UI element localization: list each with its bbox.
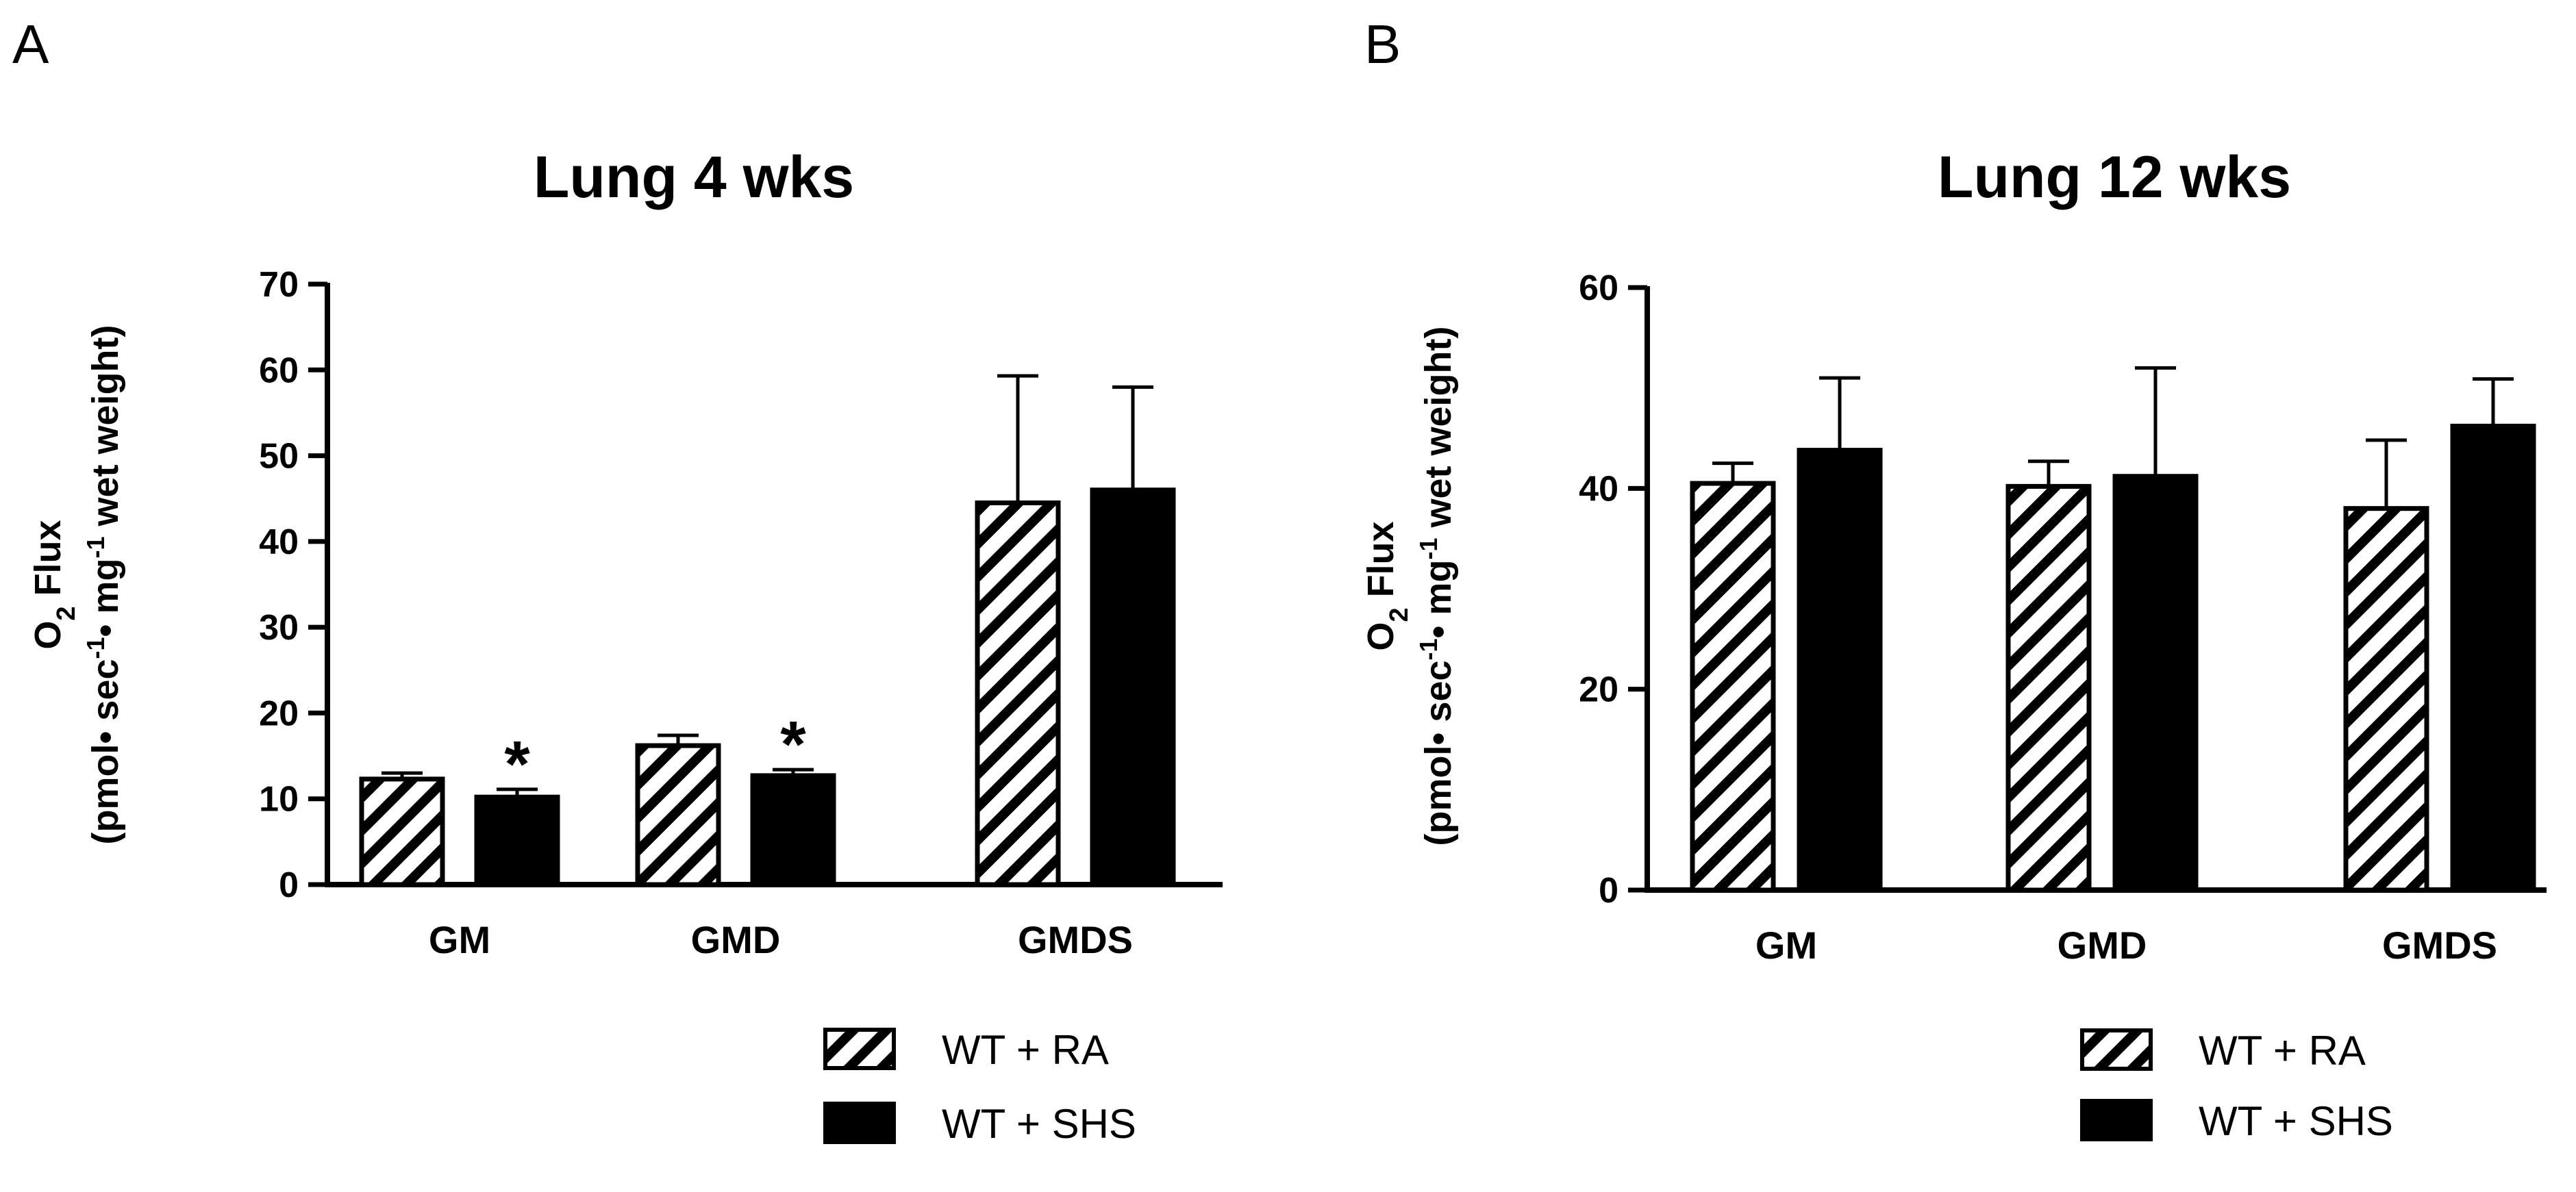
panel-b-plot: 0 20 40 60 GM GMD GMDS: [1579, 268, 2547, 967]
category-label: GM: [429, 918, 490, 961]
legend-label: WT + RA: [2199, 1028, 2366, 1074]
bar-wt-ra-gm: [1690, 481, 1776, 893]
label-part: wet weight): [85, 325, 126, 537]
y-tick-label: 40: [259, 522, 299, 562]
category-label: GMDS: [1018, 918, 1133, 961]
legend-label: WT + RA: [942, 1027, 1109, 1073]
y-tick-label: 10: [259, 780, 299, 820]
y-tick-label: 70: [259, 265, 299, 305]
y-tick-label: 20: [1579, 670, 1618, 710]
label-part: wet weight): [1418, 327, 1459, 538]
y-tick-label: 20: [259, 694, 299, 733]
legend-label: WT + SHS: [942, 1101, 1136, 1147]
y-axis-label-line1: O2 Flux: [27, 520, 81, 649]
label-part: • mg: [1418, 560, 1459, 639]
panel-a-title: Lung 4 wks: [534, 144, 854, 210]
y-axis-label-line1: O2 Flux: [1360, 521, 1414, 650]
category-label: GM: [1755, 924, 1817, 967]
significance-marker: *: [504, 728, 530, 801]
superscript: -1: [82, 537, 110, 559]
panel-a-letter: A: [12, 14, 49, 75]
category-label: GMD: [691, 918, 781, 961]
legend-swatch-wt-ra: [2080, 1028, 2153, 1071]
bar-wt-shs-gm: [474, 794, 560, 887]
y-tick-label: 40: [1579, 469, 1618, 509]
bar-wt-shs-gmd: [750, 773, 836, 887]
legend-swatch-wt-ra: [823, 1028, 896, 1070]
panel-b: B Lung 12 wks O2 Flux(pmol• sec-1• mg-1 …: [1360, 14, 2547, 1144]
bar-wt-ra-gm: [359, 776, 445, 887]
y-axis-label-line2: (pmol• sec-1• mg-1 wet weight): [1414, 327, 1460, 846]
legend-swatch-wt-shs: [823, 1102, 896, 1144]
panel-a-plot: 0 10 20 30 40 50 60 70 * GM * GMD GMDS: [259, 265, 1223, 961]
label-part: • mg: [85, 559, 126, 637]
bar-wt-shs-gmd: [2112, 474, 2199, 893]
panel-b-y-axis-label: O2 Flux(pmol• sec-1• mg-1 wet weight): [1360, 327, 1459, 846]
category-label: GMDS: [2382, 924, 2497, 967]
y-tick-label: 0: [1599, 871, 1618, 911]
panel-b-letter: B: [1364, 14, 1401, 75]
significance-marker: *: [780, 708, 806, 781]
subscript: 2: [52, 606, 81, 620]
legend-label: WT + SHS: [2199, 1098, 2393, 1144]
superscript: -1: [82, 637, 110, 659]
bar-wt-shs-gmds: [2450, 423, 2536, 893]
label-rest: Flux: [1360, 521, 1401, 607]
superscript: -1: [1414, 538, 1442, 560]
panel-a-y-axis-label: O2 Flux(pmol• sec-1• mg-1 wet weight): [27, 325, 126, 845]
panel-b-legend: WT + RA WT + SHS: [2080, 1028, 2393, 1144]
label-part: (pmol• sec: [1418, 660, 1459, 846]
bar-wt-ra-gmd: [2005, 483, 2092, 893]
panel-b-title: Lung 12 wks: [1938, 144, 2291, 210]
label-part: (pmol• sec: [85, 659, 126, 844]
bar-wt-shs-gm: [1797, 448, 1883, 893]
bar-wt-ra-gmds: [975, 500, 1061, 887]
subscript: 2: [1385, 607, 1414, 622]
panel-a: A Lung 4 wks O2 Flux(pmol• sec-1• mg-1 w…: [12, 14, 1223, 1147]
y-tick-label: 60: [259, 351, 299, 390]
bar-wt-ra-gmd: [635, 743, 721, 887]
legend-swatch-wt-shs: [2080, 1099, 2153, 1141]
bar-wt-ra-gmds: [2343, 506, 2429, 893]
y-tick-label: 30: [259, 608, 299, 648]
y-axis-label-line2: (pmol• sec-1• mg-1 wet weight): [82, 325, 127, 845]
y-tick-label: 60: [1579, 268, 1618, 308]
bar-wt-shs-gmds: [1090, 487, 1176, 887]
y-tick-label: 0: [279, 865, 299, 905]
category-label: GMD: [2058, 924, 2147, 967]
y-tick-label: 50: [259, 437, 299, 477]
panel-a-legend: WT + RA WT + SHS: [823, 1027, 1136, 1147]
label-rest: Flux: [27, 520, 68, 606]
superscript: -1: [1414, 638, 1442, 660]
